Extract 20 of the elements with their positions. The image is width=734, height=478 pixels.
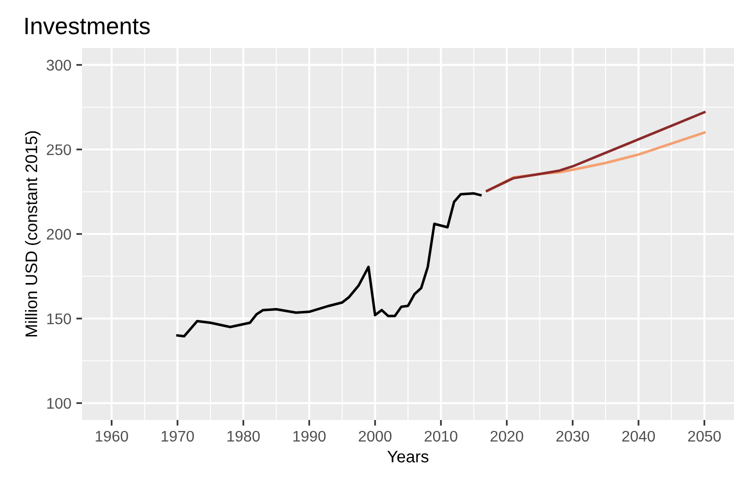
y-tick-label: 300 bbox=[46, 60, 71, 71]
x-tick-label: 1970 bbox=[162, 430, 194, 442]
y-tick-label: 200 bbox=[46, 228, 71, 240]
y-tick-label: 250 bbox=[46, 144, 71, 156]
x-tick-label: 2030 bbox=[556, 430, 590, 442]
y-axis-title: Million USD (constant 2015) bbox=[25, 131, 41, 336]
line-series bbox=[486, 111, 706, 192]
x-tick-label: 2040 bbox=[622, 430, 655, 442]
x-tick-label: 1990 bbox=[293, 430, 326, 442]
x-axis-title: Years bbox=[387, 450, 428, 462]
chart-title: Investments bbox=[26, 18, 150, 34]
x-tick-label: 1980 bbox=[228, 430, 260, 442]
y-tick-label: 100 bbox=[47, 398, 71, 409]
line-series bbox=[176, 192, 482, 338]
x-tick-label: 2010 bbox=[424, 430, 458, 442]
x-tick-label: 2000 bbox=[358, 430, 392, 442]
x-tick-label: 2050 bbox=[688, 430, 721, 442]
x-tick-label: 2020 bbox=[490, 430, 524, 442]
y-tick-label: 150 bbox=[47, 313, 71, 324]
x-tick-label: 1960 bbox=[96, 430, 128, 442]
